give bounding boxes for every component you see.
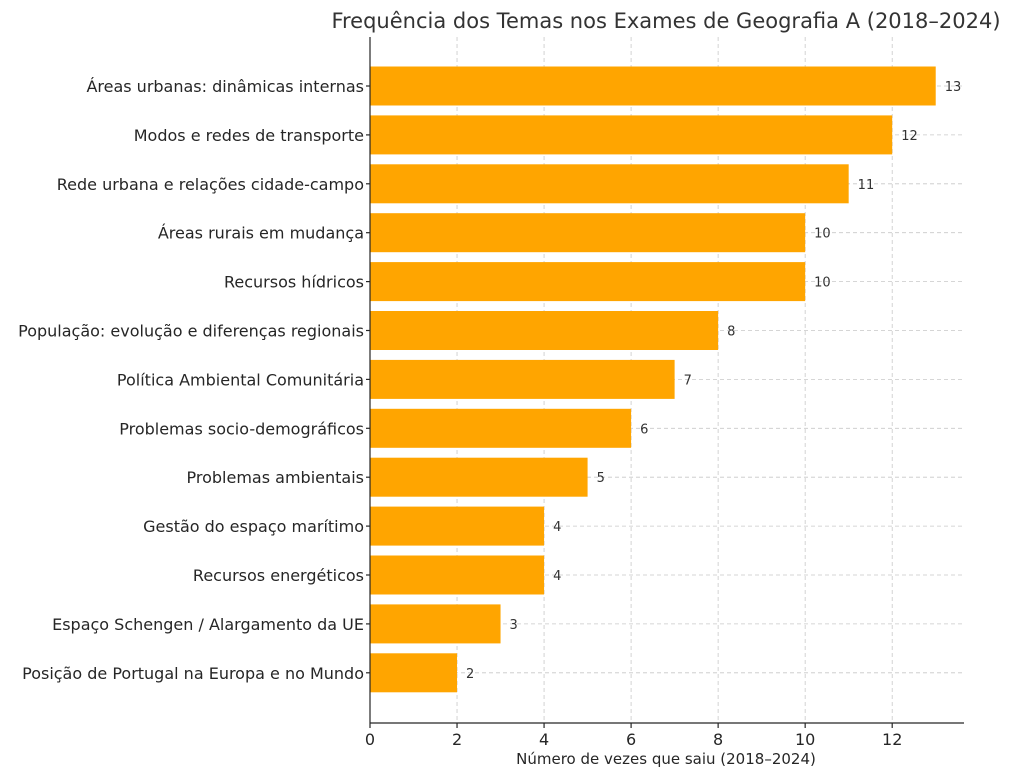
bar [370,653,458,693]
value-label: 2 [466,667,474,682]
value-label: 13 [945,80,962,95]
x-tick-label: 12 [882,730,902,749]
bar [370,604,501,644]
category-label: Áreas rurais em mudança [158,224,364,243]
x-tick-label: 8 [713,730,723,749]
value-label: 11 [858,178,875,193]
value-label: 6 [640,422,648,437]
value-label: 5 [597,471,605,486]
value-label: 10 [814,227,831,242]
bar [370,359,675,399]
x-tick-label: 4 [539,730,549,749]
value-label: 4 [553,569,561,584]
value-label: 3 [510,618,518,633]
axis-layer: Áreas urbanas: dinâmicas internas Modos e… [18,37,964,749]
x-tick-label: 2 [452,730,462,749]
category-label: Problemas ambientais [187,468,364,487]
x-tick-label: 10 [795,730,815,749]
bar-layer: 13 12 11 10 10 8 7 6 5 4 4 3 2 [370,66,962,693]
bar [370,408,632,448]
x-tick-label: 0 [365,730,375,749]
bar [370,555,545,595]
x-axis-label: Número de vezes que saiu (2018–2024) [516,750,816,768]
category-label: Rede urbana e relações cidade-campo [57,175,364,194]
bar [370,213,806,253]
category-label: Posição de Portugal na Europa e no Mundo [22,664,364,683]
category-label: Espaço Schengen / Alargamento da UE [52,615,364,634]
category-label: Áreas urbanas: dinâmicas internas [86,77,364,96]
bar [370,457,588,497]
category-label: Problemas socio-demográficos [119,419,364,438]
bar [370,66,936,106]
value-label: 10 [814,276,831,291]
bar [370,262,806,302]
category-label: População: evolução e diferenças regiona… [18,322,364,341]
category-label: Recursos hídricos [224,273,364,292]
value-label: 12 [901,129,918,144]
value-label: 7 [684,373,692,388]
value-label: 4 [553,520,561,535]
value-label: 8 [727,325,735,340]
bar [370,506,545,546]
category-label: Gestão do espaço marítimo [143,517,364,536]
category-label: Recursos energéticos [193,566,364,585]
chart-title: Frequência dos Temas nos Exames de Geogr… [331,9,1000,33]
x-tick-label: 6 [626,730,636,749]
bar [370,311,719,350]
bar [370,115,893,155]
category-label: Política Ambiental Comunitária [117,370,364,389]
bar [370,164,849,204]
category-label: Modos e redes de transporte [134,126,364,145]
